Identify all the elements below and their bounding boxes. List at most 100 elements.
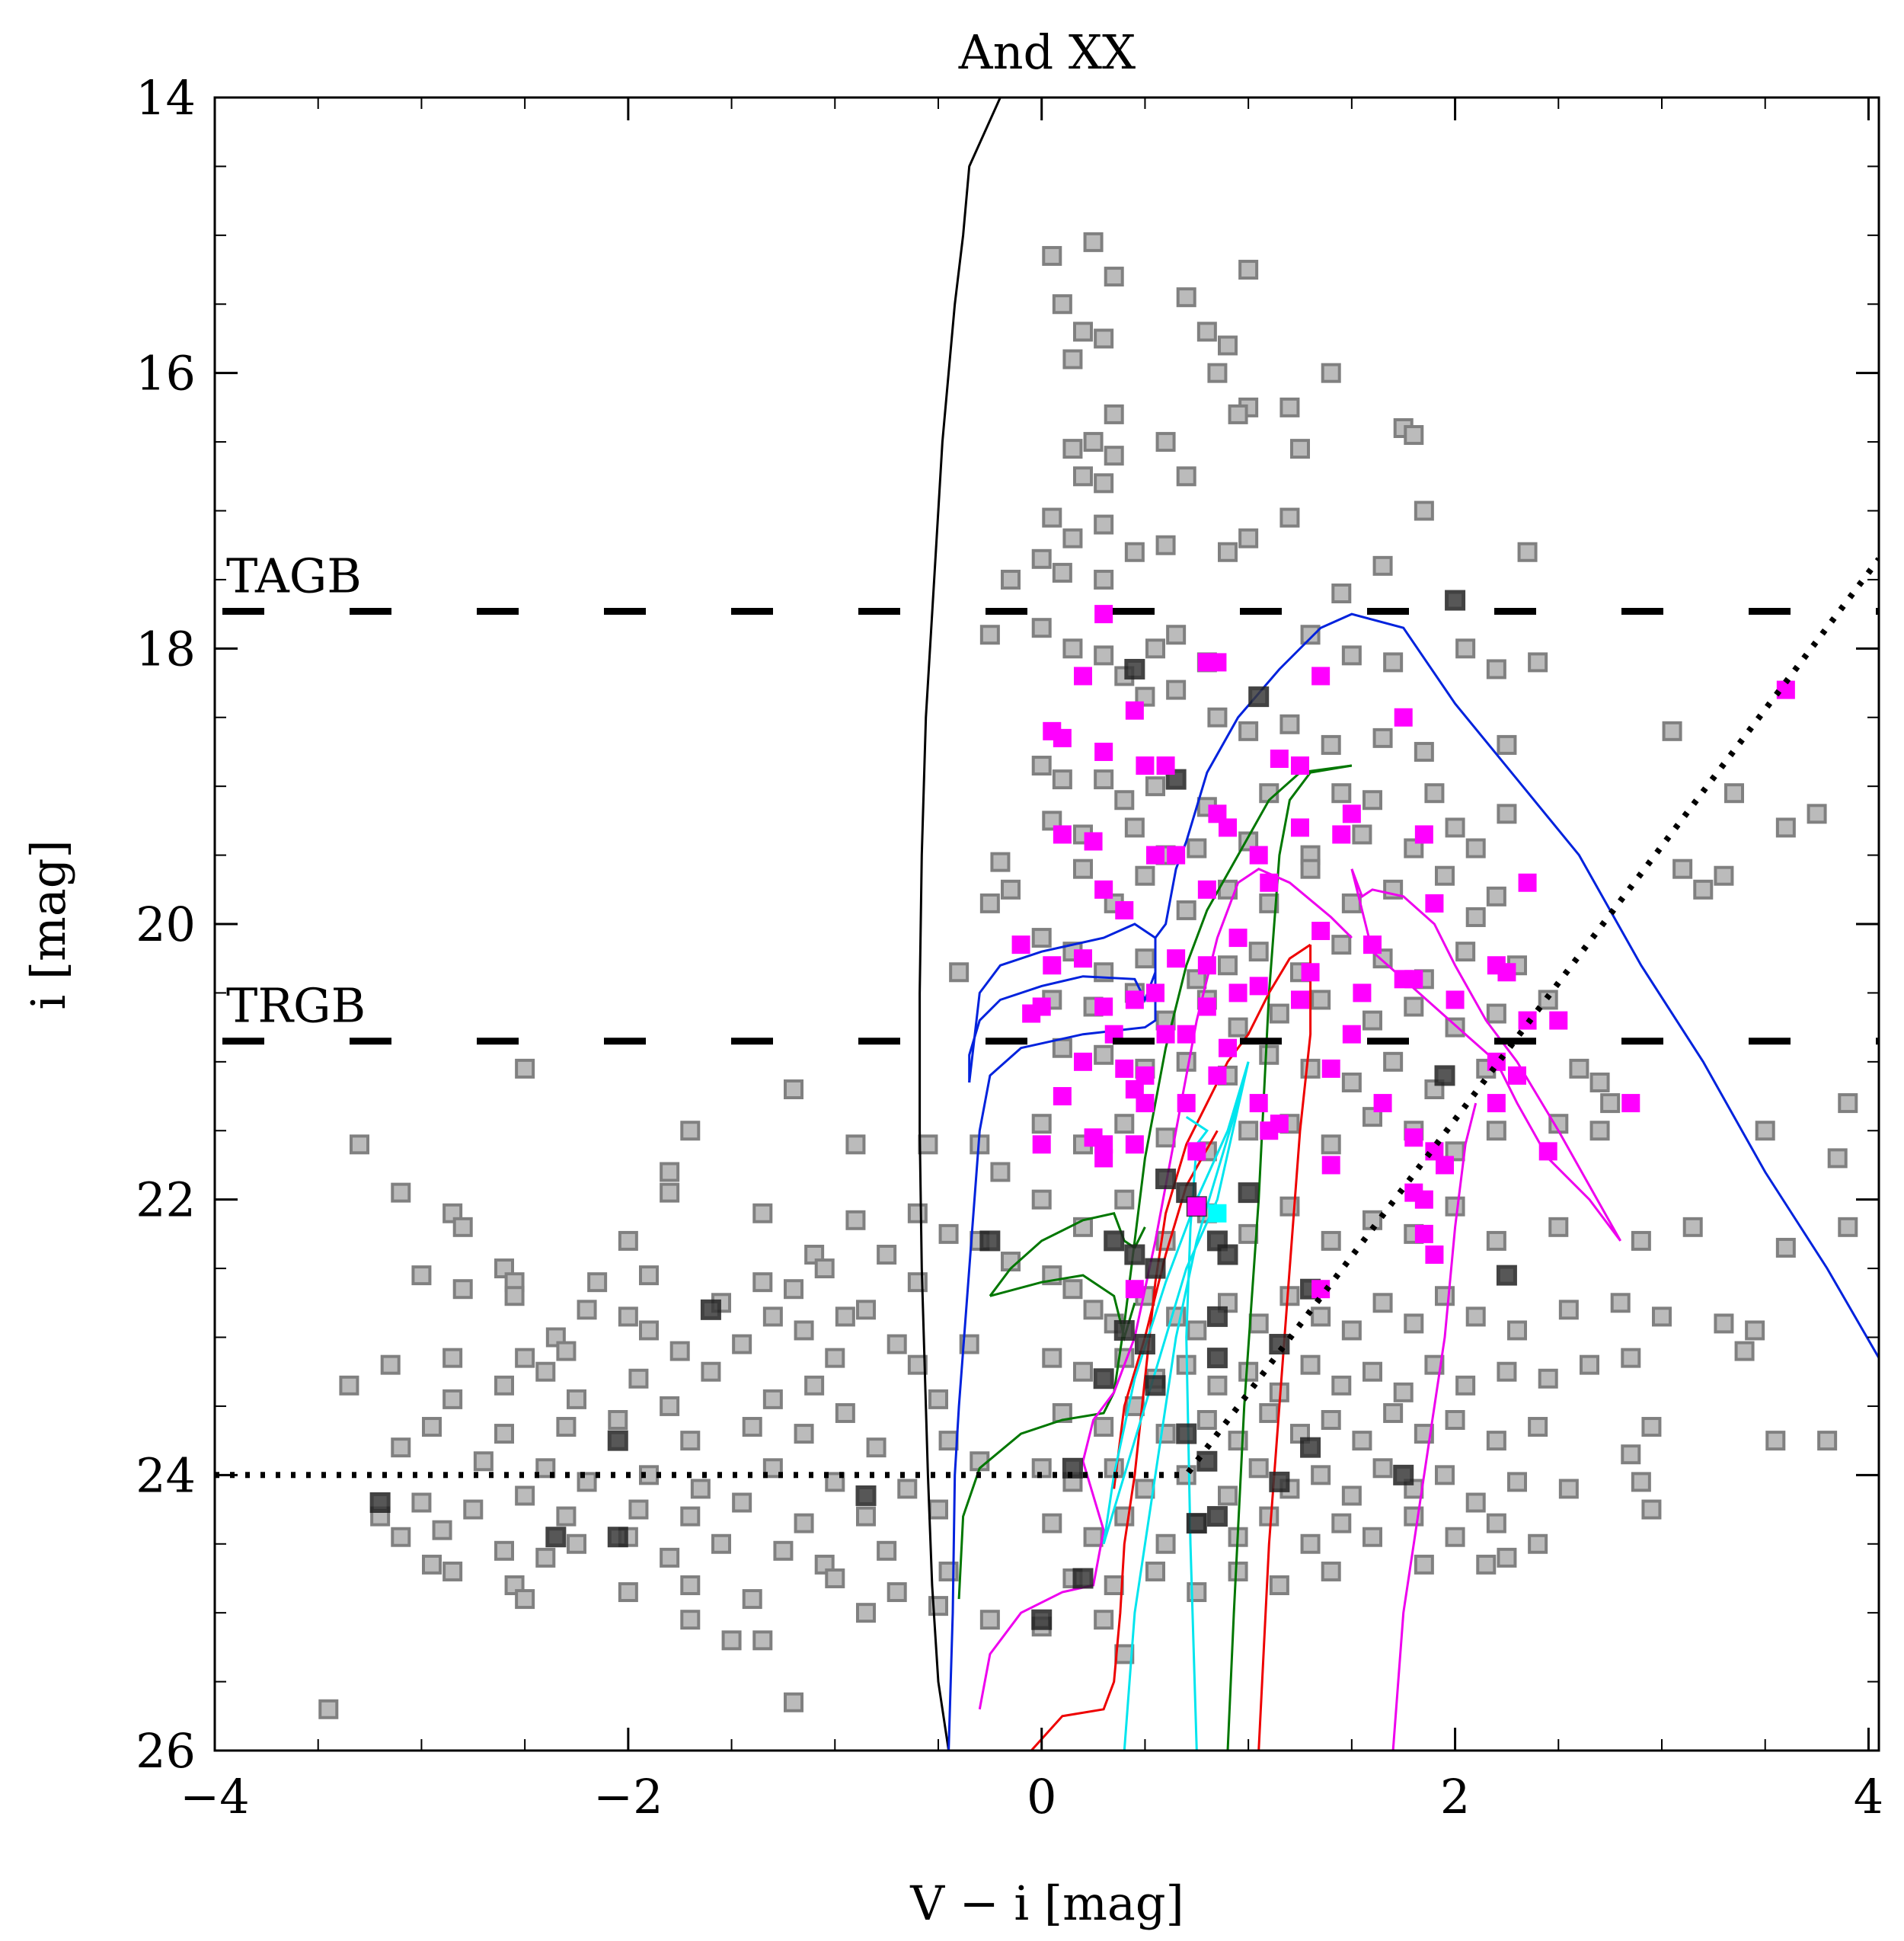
magenta-stars-point-68 <box>1508 1066 1526 1085</box>
gray-stars-point-297 <box>742 1589 762 1610</box>
dark-stars-point-15 <box>1124 1244 1145 1265</box>
gray-stars-point-6 <box>1073 321 1093 342</box>
magenta-stars-point-34 <box>1363 935 1382 955</box>
gray-stars-point-358 <box>1352 1431 1372 1451</box>
magenta-stars-point-70 <box>1136 1094 1155 1113</box>
x-tick-label-0: −4 <box>180 1769 249 1824</box>
gray-stars-point-74 <box>1331 783 1352 804</box>
gray-stars-point-263 <box>690 1479 711 1499</box>
gray-stars-point-94 <box>1001 879 1021 900</box>
gray-stars-point-205 <box>877 1245 897 1265</box>
gray-stars-point-294 <box>515 1589 535 1610</box>
gray-stars-point-25 <box>1094 473 1114 494</box>
magenta-stars-point-79 <box>1404 1128 1423 1147</box>
magenta-stars-point-41 <box>1404 970 1423 989</box>
gray-stars-point-396 <box>1486 1513 1506 1533</box>
gray-stars-point-2 <box>1104 267 1124 287</box>
gray-stars-point-325 <box>1558 1300 1579 1320</box>
gray-stars-point-172 <box>1589 1121 1610 1141</box>
dark-stars-point-2 <box>1248 686 1270 708</box>
gray-stars-point-331 <box>1042 1348 1062 1368</box>
gray-stars-point-31 <box>1155 535 1176 555</box>
gray-stars-point-275 <box>794 1513 814 1533</box>
magenta-stars-point-22 <box>1146 846 1164 865</box>
dark-stars-point-38 <box>1300 1437 1321 1458</box>
gray-stars-point-227 <box>887 1334 907 1354</box>
chart-title: And XX <box>958 24 1136 80</box>
magenta-stars-point-18 <box>1332 825 1351 844</box>
gray-stars-point-54 <box>1455 638 1476 659</box>
magenta-stars-point-92 <box>1414 1224 1433 1243</box>
magenta-stars-point-15 <box>1219 818 1237 837</box>
magenta-stars-point-93 <box>1425 1246 1444 1264</box>
gray-stars-point-345 <box>1497 1361 1517 1382</box>
gray-stars-point-259 <box>473 1451 494 1472</box>
gray-stars-point-329 <box>1745 1320 1765 1341</box>
dark-stars-point-26 <box>1196 1450 1218 1472</box>
gray-stars-point-76 <box>1424 783 1445 804</box>
red-track-3 <box>1113 1130 1219 1489</box>
gray-stars-point-136 <box>1538 990 1558 1010</box>
gray-stars-point-27 <box>1042 507 1062 528</box>
gray-stars-point-387 <box>1155 1533 1176 1554</box>
gray-stars-point-63 <box>1372 727 1393 748</box>
gray-stars-point-59 <box>1207 707 1228 727</box>
magenta-stars-point-4 <box>1311 667 1331 686</box>
dark-stars-point-17 <box>1155 1169 1177 1190</box>
gray-stars-point-4 <box>1176 287 1196 308</box>
gray-stars-point-336 <box>1207 1375 1228 1396</box>
dark-stars-point-30 <box>1113 1319 1135 1341</box>
magenta-stars-point-86 <box>1538 1142 1557 1161</box>
gray-stars-point-200 <box>1631 1230 1651 1251</box>
gray-stars-point-52 <box>1341 645 1362 666</box>
gray-stars-point-246 <box>835 1402 855 1423</box>
gray-stars-point-271 <box>556 1506 577 1527</box>
magenta-stars-point-74 <box>1373 1094 1392 1113</box>
magenta-stars-point-12 <box>1291 756 1309 775</box>
gray-stars-point-243 <box>567 1389 586 1409</box>
gray-stars-point-69 <box>1094 769 1114 790</box>
magenta-stars-point-91 <box>1414 1190 1433 1209</box>
gray-stars-point-86 <box>1404 838 1424 859</box>
gray-stars-point-244 <box>660 1396 680 1416</box>
gray-stars-point-55 <box>1486 659 1506 680</box>
magenta-stars-point-72 <box>1053 1087 1072 1106</box>
gray-stars-point-378 <box>1435 1465 1455 1485</box>
gray-stars-point-301 <box>680 1610 701 1630</box>
gray-stars-point-364 <box>1641 1417 1662 1437</box>
y-tick-label-3: 20 <box>136 897 196 952</box>
gray-stars-point-97 <box>1135 865 1155 886</box>
magenta-stars-point-20 <box>1053 825 1072 844</box>
dark-stars-point-25 <box>1176 1423 1197 1444</box>
gray-stars-point-182 <box>845 1210 866 1230</box>
gray-stars-point-285 <box>660 1547 680 1568</box>
magenta-stars-point-30 <box>1425 894 1444 913</box>
gray-stars-point-253 <box>680 1431 701 1451</box>
magenta-stars-point-14 <box>1208 804 1227 823</box>
magenta-stars-point-0 <box>1094 605 1113 624</box>
gray-stars-point-283 <box>567 1533 586 1554</box>
gray-stars-point-197 <box>1445 1196 1465 1217</box>
gray-stars-point-40 <box>1094 569 1114 590</box>
gray-stars-point-238 <box>701 1361 721 1382</box>
gray-stars-point-15 <box>1279 397 1300 417</box>
gray-stars-point-105 <box>1465 907 1486 927</box>
gray-stars-point-150 <box>1600 1093 1621 1114</box>
gray-stars-point-95 <box>1073 859 1093 879</box>
magenta-stars-point-62 <box>1074 1052 1092 1071</box>
dark-stars-point-14 <box>1104 1230 1125 1252</box>
gray-stars-point-88 <box>1465 838 1486 859</box>
gray-stars-point-234 <box>380 1354 401 1375</box>
gray-stars-point-371 <box>1218 1485 1238 1506</box>
gray-stars-point-357 <box>1321 1410 1341 1430</box>
gray-stars-point-250 <box>494 1424 514 1444</box>
gray-stars-point-30 <box>1124 542 1145 562</box>
gray-stars-point-178 <box>660 1182 680 1203</box>
magenta-stars-point-48 <box>1197 997 1216 1016</box>
magenta-stars-point-28 <box>1197 880 1216 899</box>
gray-stars-point-48 <box>1145 638 1165 659</box>
magenta-stars-point-75 <box>1487 1094 1506 1113</box>
gray-stars-point-90 <box>1775 817 1796 838</box>
gray-stars-point-140 <box>1176 1051 1196 1072</box>
gray-stars-point-381 <box>1558 1479 1579 1499</box>
